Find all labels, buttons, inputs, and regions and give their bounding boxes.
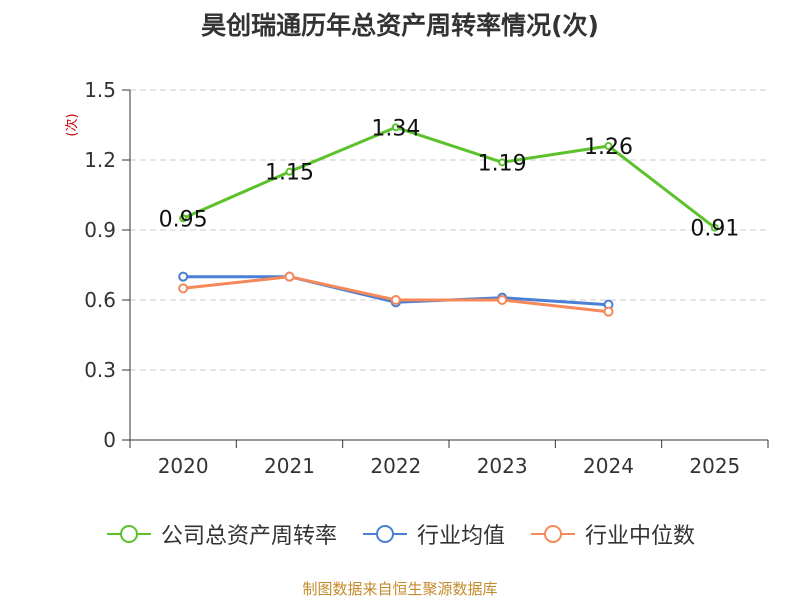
legend: 公司总资产周转率 行业均值 行业中位数 <box>0 518 800 550</box>
y-tick-label: 1.5 <box>84 78 116 102</box>
legend-line-icon <box>106 525 151 543</box>
y-tick-label: 0.9 <box>84 218 116 242</box>
y-axis-unit: (次) <box>64 113 80 136</box>
data-point[interactable] <box>497 295 508 305</box>
series-line-0 <box>182 125 716 229</box>
legend-label-industry-median: 行业中位数 <box>585 524 696 549</box>
y-tick-label: 0 <box>103 428 116 452</box>
data-source: 制图数据来自恒生聚源数据库 <box>302 580 498 598</box>
x-tick-label: 2022 <box>370 454 421 478</box>
y-tick-label: 0.6 <box>84 288 116 312</box>
data-label: 1.26 <box>584 135 633 160</box>
legend-line-icon <box>531 525 575 543</box>
legend-item-industry-avg[interactable]: 行业均值 <box>361 518 505 550</box>
x-tick-label: 2024 <box>583 454 634 478</box>
data-point[interactable] <box>178 271 189 282</box>
data-point[interactable] <box>603 306 614 317</box>
data-point[interactable] <box>604 142 613 150</box>
x-tick-label: 2021 <box>264 454 315 478</box>
data-point[interactable] <box>710 223 719 232</box>
legend-item-company[interactable]: 公司总资产周转率 <box>105 518 337 550</box>
x-tick-label: 2025 <box>689 454 740 478</box>
data-point[interactable] <box>498 158 507 167</box>
chart-title: 昊创瑞通历年总资产周转率情况(次) <box>201 11 599 40</box>
data-label: 0.95 <box>159 207 208 232</box>
legend-label-industry-avg: 行业均值 <box>416 524 505 549</box>
data-point[interactable] <box>285 167 294 176</box>
data-label: 1.15 <box>265 161 314 186</box>
x-tick-label: 2020 <box>158 454 209 478</box>
legend-label-company: 公司总资产周转率 <box>160 524 337 549</box>
legend-item-industry-median[interactable]: 行业中位数 <box>529 518 695 550</box>
data-point[interactable] <box>179 214 188 223</box>
legend-line-icon <box>362 525 407 543</box>
y-tick-label: 0.3 <box>84 358 116 382</box>
data-point[interactable] <box>284 271 295 282</box>
data-point[interactable] <box>178 283 189 294</box>
data-label: 1.19 <box>478 151 527 176</box>
data-point[interactable] <box>391 123 400 132</box>
y-tick-label: 1.2 <box>84 148 116 172</box>
data-point[interactable] <box>390 295 401 305</box>
data-label: 0.91 <box>690 217 739 242</box>
x-tick-label: 2023 <box>477 454 528 478</box>
data-label: 1.34 <box>371 116 420 141</box>
